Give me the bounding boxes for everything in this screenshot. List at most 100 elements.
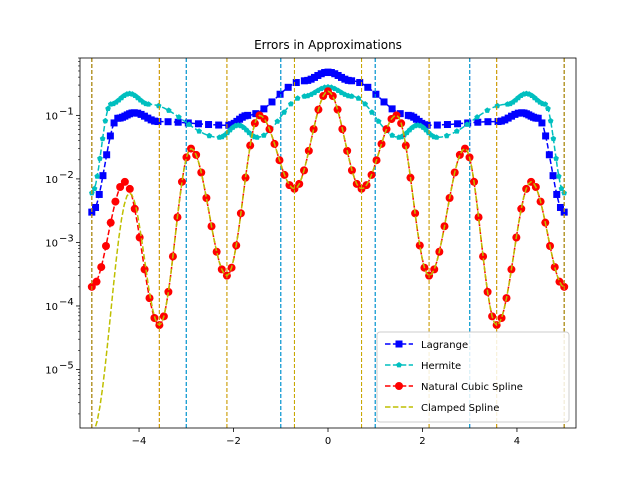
point-marker xyxy=(120,177,129,186)
point-marker xyxy=(95,190,103,198)
point-marker xyxy=(106,218,115,227)
point-marker xyxy=(474,114,480,120)
point-marker xyxy=(542,132,550,140)
point-marker xyxy=(553,155,559,161)
point-marker xyxy=(215,121,223,129)
point-marker xyxy=(423,121,431,129)
point-marker xyxy=(274,118,281,124)
point-marker xyxy=(454,128,460,134)
legend-label: Natural Cubic Spline xyxy=(421,382,523,393)
point-marker xyxy=(88,208,96,216)
x-tick-label: 4 xyxy=(514,436,520,447)
point-marker xyxy=(212,247,221,256)
point-marker xyxy=(356,79,364,87)
point-marker xyxy=(177,177,186,186)
point-marker xyxy=(155,102,162,109)
point-marker xyxy=(284,83,292,91)
point-marker xyxy=(550,135,557,142)
point-marker xyxy=(309,125,318,134)
point-marker xyxy=(254,134,260,140)
point-marker xyxy=(105,105,111,111)
point-marker xyxy=(186,121,192,127)
point-marker xyxy=(97,155,103,161)
plot-area xyxy=(87,58,569,428)
point-marker xyxy=(380,98,388,106)
point-marker xyxy=(261,132,267,138)
point-marker xyxy=(164,287,173,296)
point-marker xyxy=(556,203,564,211)
point-marker xyxy=(176,114,182,120)
point-marker xyxy=(145,101,152,107)
point-marker xyxy=(348,93,355,99)
point-marker xyxy=(542,101,549,107)
point-marker xyxy=(534,114,542,122)
point-marker xyxy=(555,173,562,179)
point-marker xyxy=(396,110,404,118)
point-marker xyxy=(388,105,396,113)
point-marker xyxy=(206,132,213,139)
point-marker xyxy=(474,213,483,222)
x-tick-label: 0 xyxy=(325,436,331,447)
point-marker xyxy=(250,119,259,128)
point-marker xyxy=(91,185,98,191)
point-marker xyxy=(244,111,252,119)
y-tick-label: 10 xyxy=(45,302,58,313)
legend-box xyxy=(376,331,570,423)
point-marker xyxy=(103,151,111,159)
point-marker xyxy=(110,119,118,127)
point-marker xyxy=(454,120,462,128)
point-marker xyxy=(396,362,402,368)
point-marker xyxy=(443,132,450,139)
y-tick-label: 10 xyxy=(45,238,58,249)
point-marker xyxy=(389,132,395,138)
point-marker xyxy=(549,172,557,180)
point-marker xyxy=(433,134,440,140)
x-tick-label: −2 xyxy=(226,436,241,447)
x-tick-label: 2 xyxy=(419,436,425,447)
point-marker xyxy=(304,146,313,155)
point-marker xyxy=(479,252,488,261)
point-marker xyxy=(395,382,403,390)
point-marker xyxy=(558,185,565,191)
point-marker xyxy=(99,135,106,142)
point-marker xyxy=(484,118,492,126)
point-marker xyxy=(99,172,107,180)
point-marker xyxy=(125,184,134,193)
y-axis: 10−510−410−310−210−1 xyxy=(45,57,80,415)
point-marker xyxy=(205,121,213,129)
point-marker xyxy=(494,102,501,109)
x-axis: −4 −2 0 2 4 xyxy=(132,428,520,447)
point-marker xyxy=(276,90,284,98)
point-marker xyxy=(415,241,424,250)
point-marker xyxy=(106,132,114,140)
point-marker xyxy=(550,263,559,272)
point-marker xyxy=(145,294,154,303)
point-marker xyxy=(288,101,294,107)
point-marker xyxy=(443,121,451,129)
point-marker xyxy=(328,92,337,101)
point-marker xyxy=(281,109,287,115)
point-marker xyxy=(268,98,276,106)
point-marker xyxy=(94,173,101,179)
y-tick-label: 10 xyxy=(45,365,58,376)
point-marker xyxy=(252,110,260,118)
point-marker xyxy=(111,197,120,206)
point-marker xyxy=(202,193,211,202)
point-marker xyxy=(97,263,106,272)
point-marker xyxy=(545,105,551,111)
point-marker xyxy=(545,151,553,159)
point-marker xyxy=(433,121,441,129)
point-marker xyxy=(92,203,100,211)
point-marker xyxy=(355,95,362,101)
y-tick-exponent: −5 xyxy=(59,360,74,371)
y-tick-exponent: −1 xyxy=(59,106,74,117)
point-marker xyxy=(101,242,110,251)
point-marker xyxy=(484,107,491,113)
point-marker xyxy=(560,208,568,216)
point-marker xyxy=(196,128,202,134)
point-marker xyxy=(194,120,202,128)
legend-label: Hermite xyxy=(421,361,461,372)
point-marker xyxy=(364,83,372,91)
point-marker xyxy=(377,139,386,148)
